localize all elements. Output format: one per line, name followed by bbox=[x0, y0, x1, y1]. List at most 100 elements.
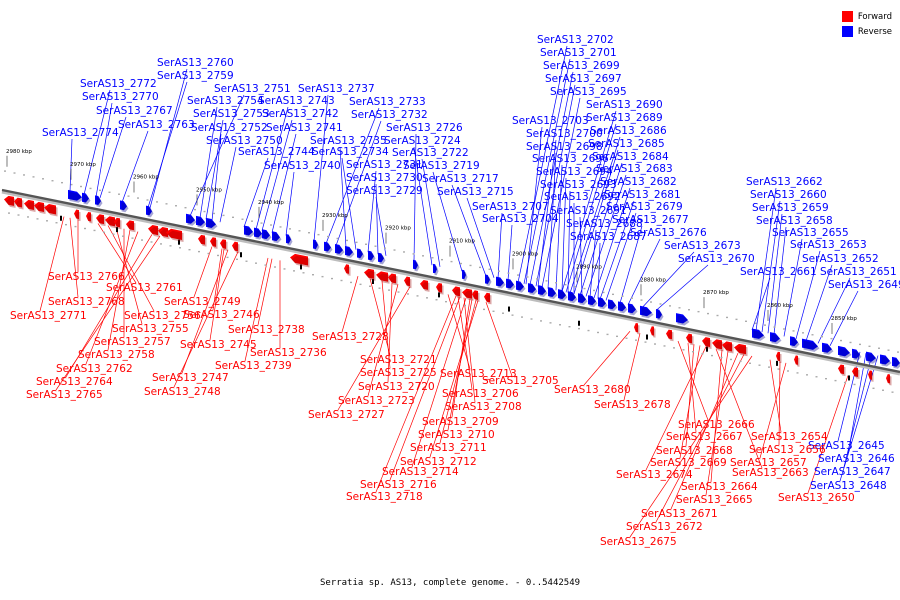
leader-line bbox=[439, 299, 477, 444]
gene-shadow bbox=[83, 194, 91, 205]
forward-gene-arrow bbox=[404, 276, 410, 287]
reverse-gene-arrow bbox=[120, 200, 127, 211]
leader-line bbox=[685, 344, 695, 447]
gene-shadow bbox=[753, 330, 766, 341]
gene-label: SerAS13_2724 bbox=[384, 135, 461, 147]
gene-shadow bbox=[346, 248, 355, 258]
forward-gene-arrow bbox=[105, 216, 115, 227]
track-dot bbox=[80, 185, 82, 188]
gene-label: SerAS13_2670 bbox=[678, 253, 755, 265]
leader-line bbox=[413, 146, 433, 266]
leader-line bbox=[95, 102, 113, 198]
reverse-gene-arrow bbox=[656, 309, 662, 319]
gene-shadow bbox=[147, 207, 154, 218]
reverse-gene-arrow bbox=[286, 234, 291, 244]
gene-shadow bbox=[35, 203, 46, 215]
track-dot bbox=[340, 279, 343, 282]
forward-gene-arrow bbox=[634, 322, 638, 333]
track-dot bbox=[783, 328, 785, 330]
track-dot bbox=[283, 268, 286, 270]
leader-line bbox=[69, 138, 73, 192]
track-dot bbox=[74, 225, 77, 228]
gene-label: SerAS13_2771 bbox=[10, 310, 87, 322]
track-dot bbox=[369, 285, 371, 287]
track-dot bbox=[260, 222, 263, 224]
track-dot bbox=[8, 212, 10, 214]
forward-gene-arrow bbox=[436, 283, 442, 293]
track-dot bbox=[103, 231, 105, 234]
tick-label: 2950 kbp bbox=[196, 187, 222, 193]
gene-shadow bbox=[839, 347, 852, 359]
reverse-gene-arrow bbox=[770, 332, 780, 343]
marker bbox=[300, 264, 302, 270]
track-dot bbox=[507, 272, 510, 274]
track-dot bbox=[792, 330, 795, 332]
track-dot bbox=[511, 314, 514, 316]
track-dot bbox=[559, 324, 561, 326]
leader-line bbox=[432, 171, 463, 272]
track-dot bbox=[735, 318, 738, 321]
gene-shadow bbox=[15, 199, 24, 210]
gene-label: SerAS13_2774 bbox=[42, 127, 119, 139]
leader-line bbox=[261, 119, 293, 231]
gene-label: SerAS13_2674 bbox=[616, 469, 693, 481]
track-dot bbox=[27, 216, 29, 218]
track-dot bbox=[644, 341, 647, 343]
track-dot bbox=[868, 345, 871, 348]
gene-shadow bbox=[365, 270, 376, 281]
track-dot bbox=[654, 343, 656, 345]
track-dot bbox=[612, 293, 614, 296]
gene-label: SerAS13_2698 bbox=[526, 141, 603, 153]
track-dot bbox=[773, 326, 776, 328]
gene-label: SerAS13_2695 bbox=[550, 86, 627, 98]
gene-shadow bbox=[839, 366, 846, 377]
leader-line bbox=[313, 94, 329, 242]
track-dot bbox=[621, 295, 624, 297]
scale-tick: 2980 kbp bbox=[6, 149, 32, 167]
leader-line bbox=[39, 216, 65, 312]
reverse-gene-arrow bbox=[433, 263, 437, 274]
gene-shadow bbox=[713, 341, 724, 352]
track-dot bbox=[184, 206, 187, 209]
forward-gene-arrow bbox=[148, 225, 158, 236]
gene-label: SerAS13_2721 bbox=[360, 354, 437, 366]
track-dot bbox=[302, 272, 305, 274]
leader-line bbox=[773, 226, 787, 335]
gene-label: SerAS13_2709 bbox=[422, 416, 499, 428]
reverse-gene-arrow bbox=[206, 217, 216, 228]
gene-label: SerAS13_2757 bbox=[94, 336, 171, 348]
track-dot bbox=[188, 248, 191, 251]
leader-line bbox=[285, 171, 295, 236]
gene-shadow bbox=[569, 293, 578, 304]
reverse-gene-arrow bbox=[196, 215, 205, 226]
reverse-gene-arrow bbox=[368, 250, 374, 261]
track-dot bbox=[764, 324, 766, 326]
reverse-gene-arrow bbox=[588, 295, 596, 306]
forward-gene-arrow bbox=[734, 343, 746, 355]
tick-label: 2960 kbp bbox=[133, 175, 159, 181]
gene-label: SerAS13_2668 bbox=[656, 445, 733, 457]
track-dot bbox=[502, 312, 504, 314]
track-dot bbox=[479, 266, 481, 269]
gene-shadow bbox=[358, 250, 365, 261]
reverse-gene-arrow bbox=[578, 293, 586, 304]
gene-shadow bbox=[463, 271, 468, 282]
reverse-gene-arrow bbox=[254, 227, 262, 238]
scale-tick: 2920 kbp bbox=[385, 226, 411, 244]
forward-gene-arrow bbox=[166, 228, 182, 240]
marker bbox=[776, 360, 778, 366]
leader-line bbox=[687, 343, 697, 433]
scale-tick: 2850 kbp bbox=[831, 316, 857, 335]
reverse-gene-arrow bbox=[640, 305, 652, 317]
reverse-gene-arrow bbox=[262, 229, 270, 240]
gene-shadow bbox=[197, 217, 207, 228]
gene-shadow bbox=[233, 243, 240, 254]
reverse-gene-arrow bbox=[528, 283, 536, 293]
leader-line bbox=[173, 251, 239, 388]
leader-line bbox=[579, 162, 623, 296]
leader-line bbox=[463, 297, 476, 403]
reverse-gene-arrow bbox=[244, 225, 253, 236]
track-dot bbox=[61, 181, 63, 184]
leader-line bbox=[623, 333, 641, 401]
gene-shadow bbox=[517, 282, 526, 293]
